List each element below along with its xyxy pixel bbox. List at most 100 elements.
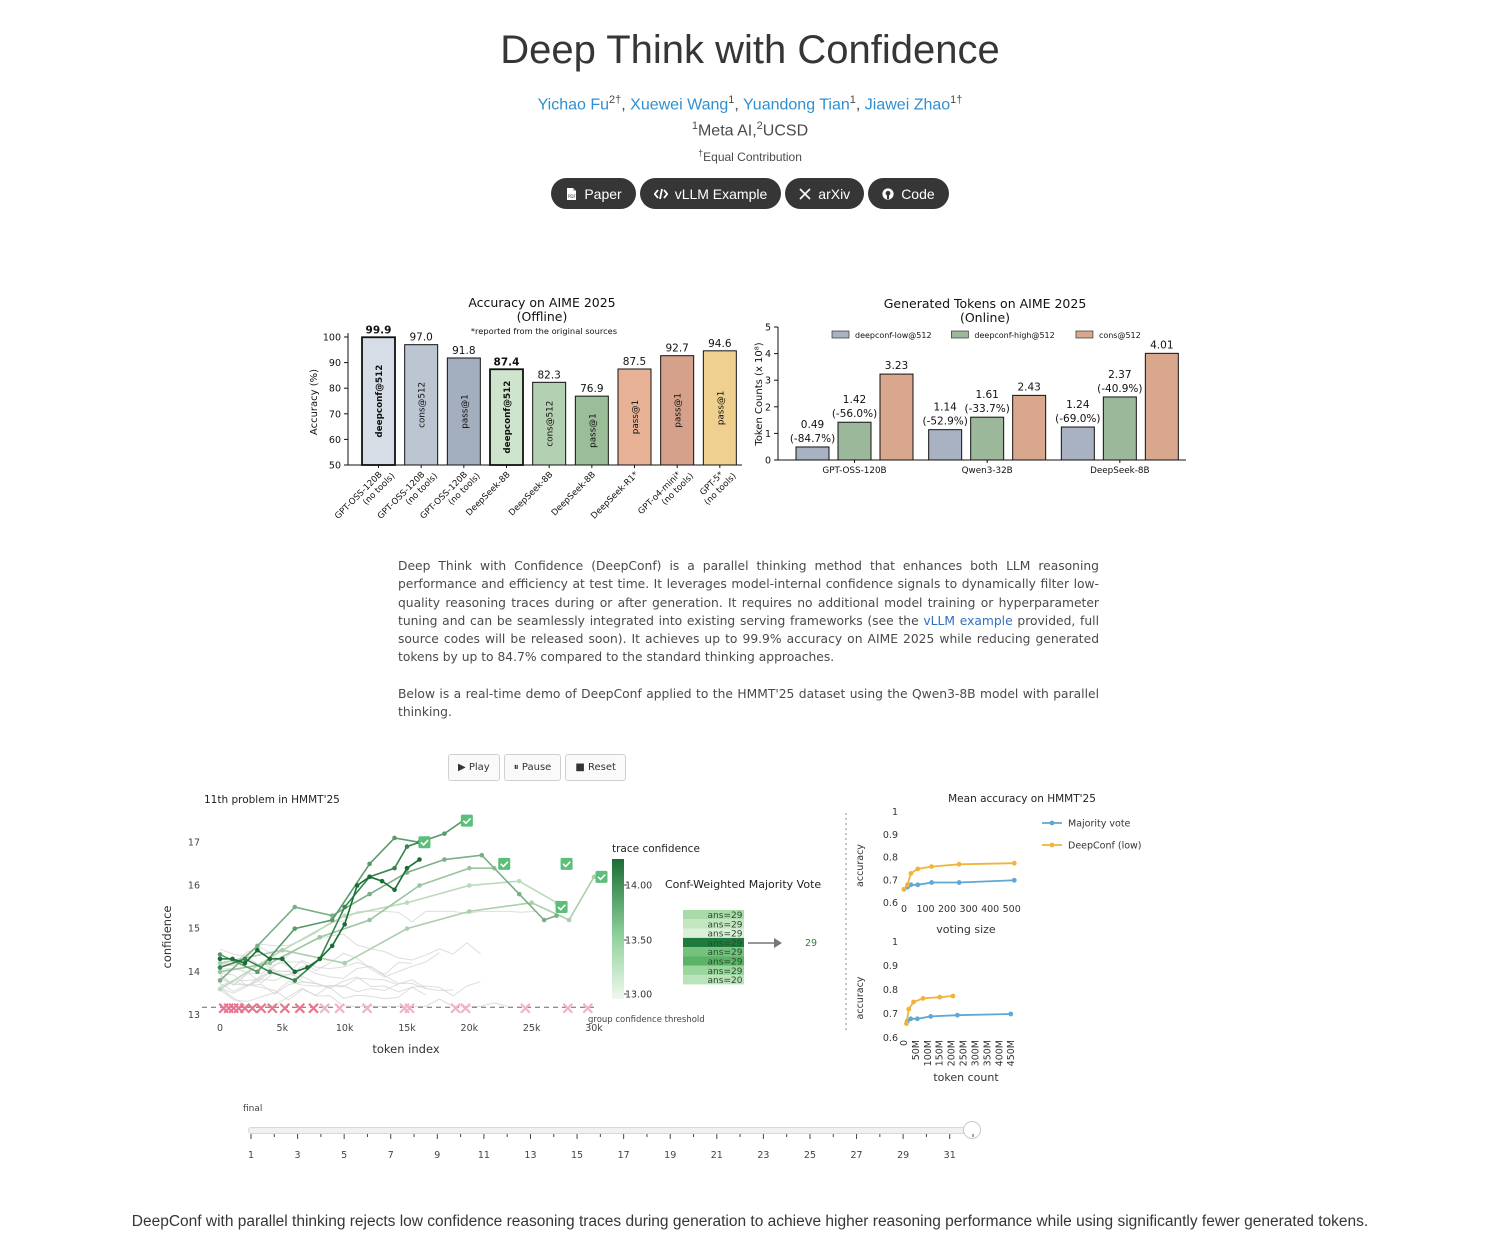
slider-tick-label: 21 xyxy=(711,1150,723,1161)
tick-line: DeepSeek-8B xyxy=(550,470,598,518)
trace-point xyxy=(217,969,223,975)
author-link[interactable]: Xuewei Wang xyxy=(630,96,729,114)
accuracy-bar-value: 92.7 xyxy=(665,343,688,355)
slider-tick-label: 29 xyxy=(897,1150,909,1161)
author-sup: 1† xyxy=(950,94,963,106)
mean-series-point xyxy=(914,1016,920,1022)
accuracy-bar-value: 82.3 xyxy=(537,369,560,381)
accepted-check-icon xyxy=(595,870,608,883)
accuracy-bar xyxy=(660,355,695,466)
mean-series-point xyxy=(915,882,921,888)
check-mark xyxy=(557,904,566,911)
mean-series-point xyxy=(950,993,956,999)
tokens-bar-change: (-33.7%) xyxy=(964,403,1009,415)
trace-chart-title: 11th problem in HMMT'25 xyxy=(204,794,340,806)
accepted-check-icon xyxy=(560,857,573,870)
mean-x-tick-label: 400M xyxy=(994,1040,1005,1066)
mean-legend-label: Majority vote xyxy=(1068,819,1131,830)
rejected-mark xyxy=(308,1002,319,1014)
slider-tick-label: 7 xyxy=(388,1150,394,1161)
mean-legend-label: DeepConf (low) xyxy=(1068,841,1142,852)
tokens-bar-value: 0.49 xyxy=(801,419,824,431)
code-icon xyxy=(653,188,668,199)
page-title: Deep Think with Confidence xyxy=(500,28,1000,72)
trace-x-tick-label: 25k xyxy=(523,1023,541,1034)
accuracy-y-tick-label: 70 xyxy=(329,409,341,420)
accepted-trace xyxy=(219,841,420,982)
accuracy-bar xyxy=(361,336,396,466)
mean-x-tick-label: 0 xyxy=(899,1040,910,1046)
trace-point xyxy=(267,956,273,962)
check-mark xyxy=(597,874,606,881)
accuracy-y-tick-label: 80 xyxy=(329,384,341,395)
slider-tick-label: 17 xyxy=(618,1150,630,1161)
accuracy-bar-value: 97.0 xyxy=(409,332,432,344)
paper-button[interactable]: PDF Paper xyxy=(551,178,636,209)
mean-x-tick-label: 400 xyxy=(981,904,999,915)
mean-series-point xyxy=(956,880,962,885)
accuracy-bar-value: 87.4 xyxy=(494,356,520,368)
vote-row xyxy=(683,956,744,966)
step-slider-track[interactable] xyxy=(248,1127,975,1134)
tokens-chart: Generated Tokens on AIME 2025 (Online) T… xyxy=(754,296,1186,476)
mean-accuracy-chart: Mean accuracy on HMMT'25 0.6 0.7 0.8 0.9 1 ac… xyxy=(855,793,1142,1084)
vote-row-label: ans=29 xyxy=(708,911,743,921)
github-icon xyxy=(882,187,894,200)
trace-point xyxy=(217,965,223,970)
reset-button[interactable]: ■ Reset xyxy=(565,754,626,781)
trace-point xyxy=(417,883,422,888)
vllm-example-button[interactable]: vLLM Example xyxy=(639,178,782,209)
tokens-bar xyxy=(928,429,963,461)
author-link[interactable]: Yichao Fu xyxy=(537,96,610,114)
tokens-bar-change: (-56.0%) xyxy=(832,408,877,420)
tokens-x-tick-label: DeepSeek-8B xyxy=(1090,466,1150,476)
mean-y-tick-label: 0.9 xyxy=(883,830,898,841)
vote-row-label: ans=29 xyxy=(708,948,743,958)
slider-tick-label: 13 xyxy=(524,1150,536,1161)
trace-point xyxy=(217,960,223,966)
trace-point xyxy=(342,960,347,966)
vote-row xyxy=(683,919,744,929)
trace-point xyxy=(354,883,360,888)
trace-point xyxy=(404,926,410,931)
trace-point xyxy=(317,934,323,940)
accuracy-bar xyxy=(617,368,652,466)
rejected-mark xyxy=(247,1002,258,1014)
tokens-legend-swatch xyxy=(831,330,850,339)
author-link[interactable]: Jiawei Zhao xyxy=(864,96,951,114)
trace-point xyxy=(280,947,285,953)
tokens-y-label: Token Counts (x 10⁸) xyxy=(754,342,765,446)
accuracy-y-label: Accuracy (%) xyxy=(309,369,320,435)
tokens-bar xyxy=(879,373,914,461)
trace-point xyxy=(292,926,298,931)
accuracy-bar-value: 94.6 xyxy=(708,338,732,350)
vllm-example-link[interactable]: vLLM example xyxy=(923,613,1013,628)
tokens-y-tick-label: 4 xyxy=(765,349,771,360)
mean-x-tick-label: 500 xyxy=(1003,904,1021,915)
accuracy-chart-title: Accuracy on AIME 2025 xyxy=(468,295,615,310)
play-button[interactable]: ▶ Play xyxy=(448,754,500,781)
step-slider-handle[interactable] xyxy=(963,1121,981,1139)
code-label: Code xyxy=(901,185,935,202)
pause-button[interactable]: ⏸ Pause xyxy=(503,754,562,781)
tokens-y-tick-label: 5 xyxy=(765,323,771,334)
trace-point xyxy=(292,978,298,983)
tokens-bar-change: (-40.9%) xyxy=(1097,383,1142,395)
vote-row-label: ans=29 xyxy=(708,930,743,940)
confidence-trace-chart: 11th problem in HMMT'25 confidence token… xyxy=(160,794,847,1056)
colorbar-tick-label: 13.00 xyxy=(625,990,652,1001)
author-sup: 1 xyxy=(728,94,735,106)
author-link[interactable]: Yuandong Tian xyxy=(743,96,850,114)
trace-y-tick-label: 13 xyxy=(188,1010,200,1021)
rejected-mark xyxy=(361,1002,373,1014)
arxiv-button[interactable]: arXiv xyxy=(785,178,865,209)
trace-x-tick-label: 30k xyxy=(585,1023,603,1034)
arxiv-label: arXiv xyxy=(818,185,851,202)
slider-tick-label: 25 xyxy=(804,1150,816,1161)
tokens-legend-label: deepconf-low@512 xyxy=(855,331,932,340)
trace-x-label: token index xyxy=(372,1042,439,1056)
vote-title: Conf-Weighted Majority Vote xyxy=(665,878,821,891)
code-button[interactable]: Code xyxy=(868,178,949,209)
accuracy-chart-note: *reported from the original sources xyxy=(471,326,617,336)
trace-y-tick-label: 15 xyxy=(188,924,200,935)
